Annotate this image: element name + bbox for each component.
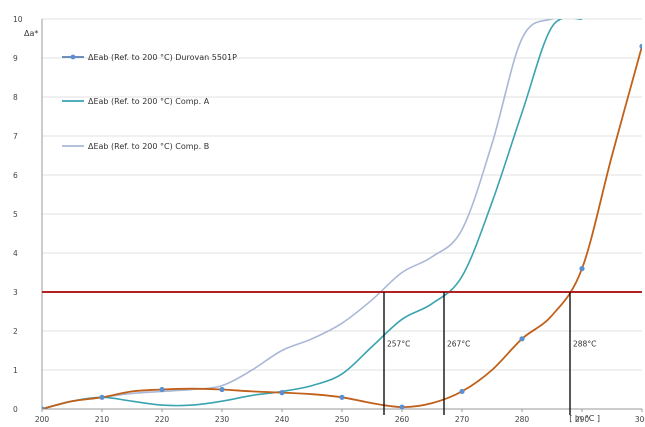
x-tick-label: 230	[215, 415, 230, 424]
x-tick-label: 300	[635, 415, 645, 424]
series-line	[42, 46, 642, 409]
data-point	[159, 386, 165, 393]
data-point	[459, 388, 465, 395]
data-point	[519, 336, 525, 342]
data-point	[579, 266, 585, 272]
y-tick-label: 5	[13, 210, 18, 219]
legend-entry: ΔEab (Ref. to 200 °C) Comp. B	[88, 142, 209, 151]
x-tick-label: 210	[95, 415, 110, 424]
data-point	[42, 406, 45, 409]
x-tick-label: 240	[275, 415, 290, 424]
y-tick-label: 1	[13, 366, 18, 375]
y-tick-label: 6	[13, 171, 18, 180]
data-point	[219, 386, 225, 393]
x-tick-label: 280	[515, 415, 530, 424]
data-point	[339, 394, 345, 400]
y-tick-label: 9	[13, 54, 18, 63]
data-point	[279, 390, 285, 396]
legend-marker	[70, 54, 76, 60]
y-tick-label: 10	[13, 15, 23, 24]
x-axis: 200 210 220 230 240 250 260 270 280 290 300	[35, 408, 645, 424]
annotation-label: 288°C	[573, 340, 596, 349]
annotation-label: 267°C	[447, 340, 470, 349]
data-point	[99, 394, 105, 400]
x-tick-label: 220	[155, 415, 170, 424]
series-line	[42, 19, 583, 409]
y-tick-label: 7	[13, 132, 18, 141]
x-tick-label: 270	[455, 415, 470, 424]
annotations: 257°C 267°C 288°C	[383, 292, 596, 415]
y-tick-label: 3	[13, 288, 18, 297]
series-line	[42, 19, 582, 409]
y-tick-label: 4	[13, 249, 18, 258]
grid	[42, 18, 642, 410]
y-tick-label: 8	[13, 93, 18, 102]
y-tick-label: 0	[13, 405, 18, 414]
x-tick-label: 290	[575, 415, 590, 424]
x-axis-label: [ in °C ]	[569, 414, 600, 423]
y-tick-label: 2	[13, 327, 18, 336]
legend: ΔEab (Ref. to 200 °C) Durovan 5501P ΔEab …	[62, 53, 237, 151]
x-tick-label: 250	[335, 415, 350, 424]
series-lines	[42, 19, 642, 409]
annotation-label: 257°C	[387, 340, 410, 349]
legend-entry: ΔEab (Ref. to 200 °C) Durovan 5501P	[88, 53, 237, 62]
y-axis: 0 1 2 3 4 5 6 7 8 9 10	[13, 15, 43, 414]
data-point	[639, 43, 642, 49]
x-tick-label: 200	[35, 415, 50, 424]
data-point	[399, 404, 405, 409]
y-axis-label: Δa*	[24, 29, 38, 38]
x-tick-label: 260	[395, 415, 410, 424]
legend-entry: ΔEab (Ref. to 200 °C) Comp. A	[88, 97, 210, 106]
